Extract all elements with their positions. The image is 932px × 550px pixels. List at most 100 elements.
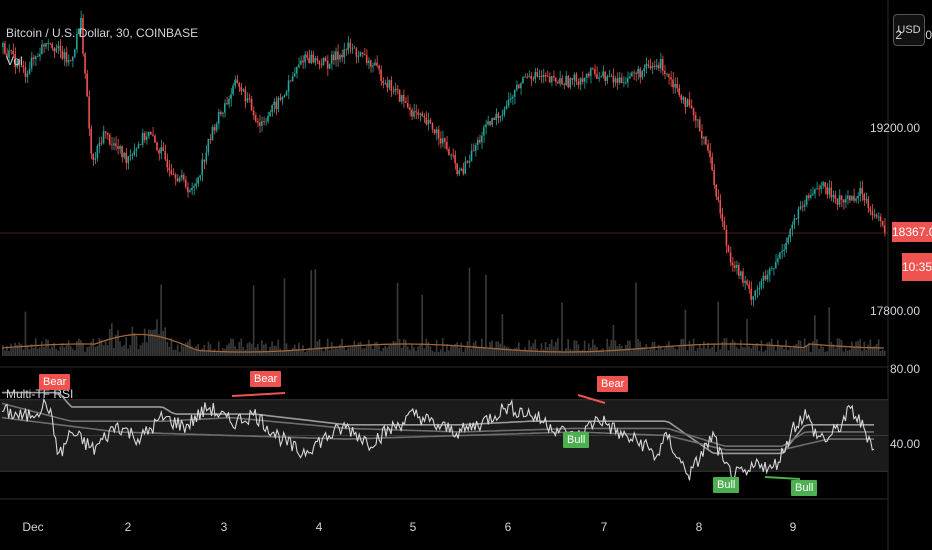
volume-bar: [594, 344, 596, 356]
candle-body: [18, 60, 21, 66]
candle-body: [139, 144, 142, 146]
volume-bar: [158, 334, 160, 356]
volume-bar: [668, 341, 670, 356]
last-price-tag: 18367.05: [892, 222, 932, 242]
candle-body: [203, 159, 206, 162]
volume-bar: [848, 349, 851, 356]
volume-bar: [143, 328, 146, 356]
candle-body: [515, 84, 518, 90]
currency-button[interactable]: USD: [893, 14, 925, 46]
volume-bar: [382, 348, 384, 356]
volume-bar: [544, 342, 547, 356]
volume-bar: [90, 341, 93, 356]
volume-bar: [476, 346, 479, 356]
volume-bar: [454, 344, 456, 356]
candle-body: [789, 229, 791, 238]
candle-body: [768, 268, 771, 275]
volume-bar: [191, 346, 193, 356]
volume-bar: [474, 340, 477, 356]
candle-body: [478, 139, 481, 143]
volume-bar: [725, 338, 728, 356]
volume-bar: [466, 341, 469, 356]
candle-body: [191, 187, 193, 191]
candle-body: [503, 109, 506, 115]
volume-bar: [522, 350, 524, 356]
candle-body: [807, 195, 810, 198]
candle-body: [63, 52, 66, 59]
candle-body: [460, 168, 463, 171]
volume-bar: [150, 330, 152, 356]
candle-body: [55, 48, 58, 52]
candle-body: [61, 50, 64, 59]
candle-body: [518, 84, 520, 89]
candle-body: [427, 119, 430, 125]
candle-body: [73, 49, 76, 57]
candle-body: [536, 71, 539, 77]
volume-bar: [322, 351, 325, 356]
volume-bar: [238, 341, 241, 356]
candle-body: [639, 68, 641, 78]
candle-body: [32, 57, 35, 60]
volume-bar: [881, 349, 884, 356]
volume-ma-line: [1, 333, 884, 353]
volume-bar: [879, 351, 882, 356]
candle-body: [596, 73, 598, 79]
candle-body: [16, 60, 18, 67]
volume-bar: [507, 346, 510, 356]
volume-bar: [43, 347, 45, 356]
candle-body: [587, 73, 590, 77]
candle-body: [57, 45, 60, 49]
volume-bar: [314, 269, 317, 356]
candle-body: [184, 179, 187, 188]
time-axis-tick: 3: [220, 520, 228, 534]
candle-body: [552, 76, 555, 78]
volume-bar: [32, 348, 35, 356]
volume-bar: [384, 345, 387, 356]
candle-body: [700, 131, 703, 139]
candle-body: [417, 112, 419, 115]
candle-body: [406, 102, 409, 108]
candle-body: [476, 139, 479, 146]
candle-body: [147, 131, 150, 137]
candle-body: [273, 101, 275, 106]
candle-body: [610, 75, 613, 77]
candle-body: [565, 75, 567, 86]
volume-bar: [36, 348, 39, 356]
volume-bar: [670, 346, 672, 356]
candle-body: [380, 69, 382, 82]
candle-body: [156, 142, 158, 151]
candle-body: [851, 195, 853, 201]
candle-body: [877, 216, 880, 218]
candle-body: [279, 98, 282, 100]
volume-bar: [283, 278, 286, 356]
volume-bar: [557, 338, 559, 356]
candle-body: [30, 57, 33, 69]
volume-bar: [709, 348, 711, 356]
volume-bar: [768, 341, 771, 356]
candle-body: [289, 80, 292, 82]
volume-bar: [184, 342, 187, 356]
candle-body: [314, 58, 317, 63]
volume-bar: [302, 345, 304, 356]
candle-body: [655, 65, 658, 67]
candle-body: [766, 274, 769, 280]
candle-body: [737, 264, 740, 276]
volume-bar: [559, 350, 561, 356]
volume-bar: [657, 344, 660, 356]
volume-bar: [824, 351, 826, 356]
candle-body: [201, 159, 203, 176]
candle-body: [555, 77, 557, 82]
volume-bar: [67, 340, 70, 356]
candle-body: [168, 167, 171, 171]
volume-bar: [86, 346, 88, 356]
candle-body: [178, 177, 181, 182]
candle-body: [69, 60, 72, 62]
volume-bar: [735, 347, 738, 356]
candle-body: [785, 242, 787, 250]
volume-bar: [620, 345, 623, 356]
candle-body: [452, 154, 454, 156]
volume-bar: [820, 344, 822, 356]
candle-body: [12, 50, 14, 55]
candle-body: [672, 79, 674, 88]
